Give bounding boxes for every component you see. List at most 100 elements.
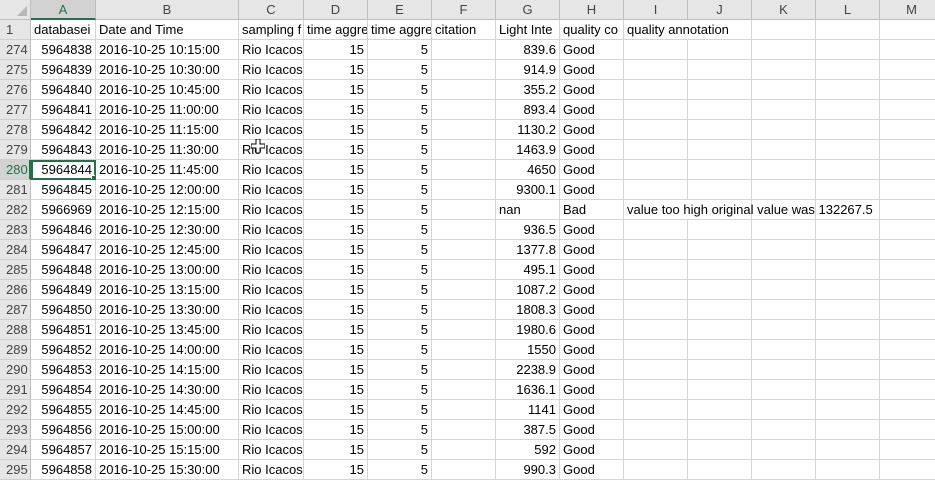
cell-quality-annotation[interactable] xyxy=(624,140,688,160)
row-header[interactable]: 275 xyxy=(0,60,31,80)
cell-sampling-site[interactable]: Rio Icacos xyxy=(239,400,304,420)
cell-empty-j[interactable] xyxy=(688,80,752,100)
row-header[interactable]: 274 xyxy=(0,40,31,60)
cell-citation[interactable] xyxy=(432,320,496,340)
cell-time-aggregation-e[interactable]: 5 xyxy=(368,240,432,260)
column-header-k[interactable]: K xyxy=(752,0,816,20)
cell-time-aggregation-d[interactable]: 15 xyxy=(304,140,368,160)
cell-empty-j[interactable] xyxy=(688,160,752,180)
cell-quality-annotation[interactable] xyxy=(624,440,688,460)
cell-empty-j[interactable] xyxy=(688,180,752,200)
cell-j1[interactable] xyxy=(688,20,752,40)
cell-light-intensity[interactable]: 2238.9 xyxy=(496,360,560,380)
cell-empty-k[interactable] xyxy=(752,140,816,160)
cell-date-time[interactable]: 2016-10-25 14:00:00 xyxy=(96,340,239,360)
cell-quality-code[interactable]: Good xyxy=(560,180,624,200)
cell-quality-code[interactable]: Good xyxy=(560,160,624,180)
cell-empty-l[interactable] xyxy=(816,120,880,140)
cell-empty-j[interactable] xyxy=(688,340,752,360)
cell-empty-k[interactable] xyxy=(752,380,816,400)
row-header[interactable]: 289 xyxy=(0,340,31,360)
cell-date-time[interactable]: 2016-10-25 11:00:00 xyxy=(96,100,239,120)
cell-empty-m[interactable] xyxy=(880,120,935,140)
cell-sampling-site[interactable]: Rio Icacos xyxy=(239,80,304,100)
column-header-m[interactable]: M xyxy=(880,0,935,20)
cell-empty-m[interactable] xyxy=(880,400,935,420)
cell-empty-l[interactable] xyxy=(816,60,880,80)
cell-date-time[interactable]: 2016-10-25 10:45:00 xyxy=(96,80,239,100)
cell-empty-l[interactable] xyxy=(816,180,880,200)
cell-quality-code[interactable]: Good xyxy=(560,380,624,400)
cell-time-aggregation-e[interactable]: 5 xyxy=(368,200,432,220)
cell-time-aggregation-d[interactable]: 15 xyxy=(304,400,368,420)
cell-time-aggregation-e[interactable]: 5 xyxy=(368,380,432,400)
cell-light-intensity[interactable]: 1377.8 xyxy=(496,240,560,260)
cell-date-time[interactable]: 2016-10-25 12:30:00 xyxy=(96,220,239,240)
cell-empty-k[interactable] xyxy=(752,260,816,280)
row-header[interactable]: 286 xyxy=(0,280,31,300)
cell-h1[interactable]: quality co xyxy=(560,20,624,40)
cell-time-aggregation-d[interactable]: 15 xyxy=(304,420,368,440)
row-header[interactable]: 293 xyxy=(0,420,31,440)
cell-database-id[interactable]: 5964844 xyxy=(31,160,96,180)
row-header[interactable]: 291 xyxy=(0,380,31,400)
cell-quality-code[interactable]: Good xyxy=(560,120,624,140)
cell-k1[interactable] xyxy=(752,20,816,40)
cell-empty-j[interactable] xyxy=(688,300,752,320)
cell-quality-annotation[interactable] xyxy=(624,60,688,80)
cell-date-time[interactable]: 2016-10-25 11:15:00 xyxy=(96,120,239,140)
cell-date-time[interactable]: 2016-10-25 10:15:00 xyxy=(96,40,239,60)
cell-date-time[interactable]: 2016-10-25 11:30:00 xyxy=(96,140,239,160)
cell-empty-j[interactable] xyxy=(688,240,752,260)
cell-empty-m[interactable] xyxy=(880,280,935,300)
cell-date-time[interactable]: 2016-10-25 15:00:00 xyxy=(96,420,239,440)
cell-database-id[interactable]: 5964847 xyxy=(31,240,96,260)
cell-sampling-site[interactable]: Rio Icacos xyxy=(239,380,304,400)
cell-time-aggregation-e[interactable]: 5 xyxy=(368,160,432,180)
cell-empty-l[interactable] xyxy=(816,380,880,400)
cell-light-intensity[interactable]: 495.1 xyxy=(496,260,560,280)
cell-quality-code[interactable]: Bad xyxy=(560,200,624,220)
row-header[interactable]: 279 xyxy=(0,140,31,160)
cell-citation[interactable] xyxy=(432,40,496,60)
cell-empty-k[interactable] xyxy=(752,120,816,140)
cell-time-aggregation-d[interactable]: 15 xyxy=(304,160,368,180)
cell-time-aggregation-d[interactable]: 15 xyxy=(304,100,368,120)
row-header[interactable]: 292 xyxy=(0,400,31,420)
cell-empty-m[interactable] xyxy=(880,460,935,480)
row-header[interactable]: 276 xyxy=(0,80,31,100)
cell-empty-l[interactable] xyxy=(816,460,880,480)
cell-citation[interactable] xyxy=(432,200,496,220)
cell-quality-annotation[interactable] xyxy=(624,400,688,420)
cell-empty-m[interactable] xyxy=(880,440,935,460)
row-header[interactable]: 277 xyxy=(0,100,31,120)
cell-empty-j[interactable] xyxy=(688,260,752,280)
cell-time-aggregation-d[interactable]: 15 xyxy=(304,340,368,360)
cell-citation[interactable] xyxy=(432,340,496,360)
cell-light-intensity[interactable]: 839.6 xyxy=(496,40,560,60)
cell-quality-annotation[interactable] xyxy=(624,460,688,480)
cell-time-aggregation-e[interactable]: 5 xyxy=(368,420,432,440)
cell-date-time[interactable]: 2016-10-25 10:30:00 xyxy=(96,60,239,80)
cell-empty-j[interactable] xyxy=(688,440,752,460)
row-header[interactable]: 278 xyxy=(0,120,31,140)
cell-time-aggregation-e[interactable]: 5 xyxy=(368,460,432,480)
cell-date-time[interactable]: 2016-10-25 14:15:00 xyxy=(96,360,239,380)
cell-light-intensity[interactable]: 387.5 xyxy=(496,420,560,440)
cell-quality-annotation[interactable] xyxy=(624,160,688,180)
cell-empty-k[interactable] xyxy=(752,240,816,260)
cell-time-aggregation-e[interactable]: 5 xyxy=(368,340,432,360)
cell-empty-l[interactable] xyxy=(816,320,880,340)
cell-empty-j[interactable] xyxy=(688,220,752,240)
cell-empty-k[interactable] xyxy=(752,220,816,240)
cell-b1[interactable]: Date and Time xyxy=(96,20,239,40)
cell-empty-l[interactable] xyxy=(816,340,880,360)
cell-database-id[interactable]: 5964846 xyxy=(31,220,96,240)
cell-time-aggregation-d[interactable]: 15 xyxy=(304,360,368,380)
column-header-d[interactable]: D xyxy=(304,0,368,20)
cell-database-id[interactable]: 5964856 xyxy=(31,420,96,440)
cell-empty-l[interactable] xyxy=(816,220,880,240)
cell-empty-j[interactable] xyxy=(688,420,752,440)
cell-time-aggregation-e[interactable]: 5 xyxy=(368,360,432,380)
cell-citation[interactable] xyxy=(432,400,496,420)
